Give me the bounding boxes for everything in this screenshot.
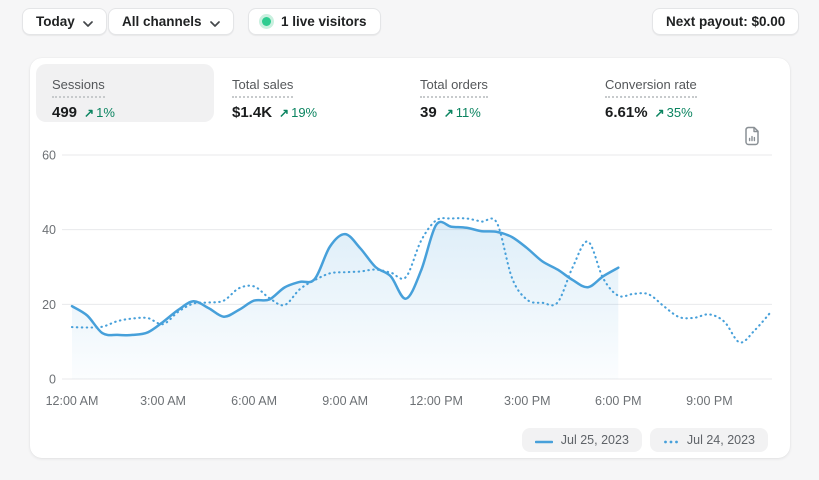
legend-toggle-jul-24[interactable]: Jul 24, 2023: [649, 428, 768, 452]
svg-text:0: 0: [49, 373, 56, 387]
trend-up-icon: ↗: [654, 105, 665, 120]
svg-text:9:00 PM: 9:00 PM: [686, 394, 733, 408]
date-range-button[interactable]: Today: [22, 8, 107, 35]
metric-tab-total-orders[interactable]: Total orders 39 ↗ 11%: [420, 76, 488, 121]
live-visitors-label: 1 live visitors: [281, 14, 367, 29]
trend-up-icon: ↗: [279, 105, 290, 120]
channel-filter-label: All channels: [122, 14, 202, 29]
metric-tab-sessions[interactable]: Sessions 499 ↗ 1%: [36, 64, 214, 122]
metric-delta: ↗ 1%: [84, 104, 115, 120]
trend-up-icon: ↗: [443, 105, 454, 120]
channel-filter-button[interactable]: All channels: [108, 8, 234, 35]
metric-label: Total sales: [232, 77, 294, 98]
chevron-down-icon: [82, 15, 93, 30]
legend-toggle-jul-25[interactable]: Jul 25, 2023: [521, 428, 642, 452]
chart-legend: Jul 25, 2023 Jul 24, 2023: [521, 428, 768, 452]
solid-line-swatch-icon: [534, 433, 553, 447]
export-report-icon[interactable]: [740, 124, 764, 148]
svg-text:6:00 PM: 6:00 PM: [595, 394, 642, 408]
metric-delta: ↗ 35%: [654, 104, 693, 120]
metric-label: Sessions: [52, 77, 105, 98]
svg-text:40: 40: [42, 223, 56, 237]
svg-text:60: 60: [42, 149, 56, 163]
metric-label: Conversion rate: [605, 77, 697, 98]
metric-delta: ↗ 19%: [279, 104, 318, 120]
svg-text:12:00 AM: 12:00 AM: [46, 394, 99, 408]
date-range-label: Today: [36, 14, 75, 29]
metric-tab-total-sales[interactable]: Total sales $1.4K ↗ 19%: [232, 76, 317, 121]
metric-value: 6.61%: [605, 103, 648, 121]
svg-text:3:00 PM: 3:00 PM: [504, 394, 551, 408]
svg-text:3:00 AM: 3:00 AM: [140, 394, 186, 408]
metric-label: Total orders: [420, 77, 488, 98]
svg-text:6:00 AM: 6:00 AM: [231, 394, 277, 408]
metric-value: 39: [420, 103, 437, 121]
chevron-down-icon: [209, 15, 220, 30]
metric-tab-conversion-rate[interactable]: Conversion rate 6.61% ↗ 35%: [605, 76, 697, 121]
legend-label: Jul 25, 2023: [560, 433, 629, 447]
legend-label: Jul 24, 2023: [686, 433, 755, 447]
metric-value: 499: [52, 103, 78, 121]
next-payout-label: Next payout: $0.00: [666, 14, 786, 29]
svg-text:9:00 AM: 9:00 AM: [322, 394, 368, 408]
analytics-card: Sessions 499 ↗ 1% Total sales $1.4K ↗ 19% …: [30, 58, 790, 458]
svg-text:20: 20: [42, 298, 56, 312]
svg-text:12:00 PM: 12:00 PM: [409, 394, 463, 408]
trend-up-icon: ↗: [84, 105, 95, 120]
live-visitors-badge[interactable]: 1 live visitors: [248, 8, 381, 35]
next-payout-button[interactable]: Next payout: $0.00: [652, 8, 800, 35]
dotted-line-swatch-icon: [663, 433, 679, 447]
metric-value: $1.4K: [232, 103, 273, 121]
metric-delta: ↗ 11%: [443, 104, 481, 120]
live-dot-icon: [262, 17, 271, 26]
